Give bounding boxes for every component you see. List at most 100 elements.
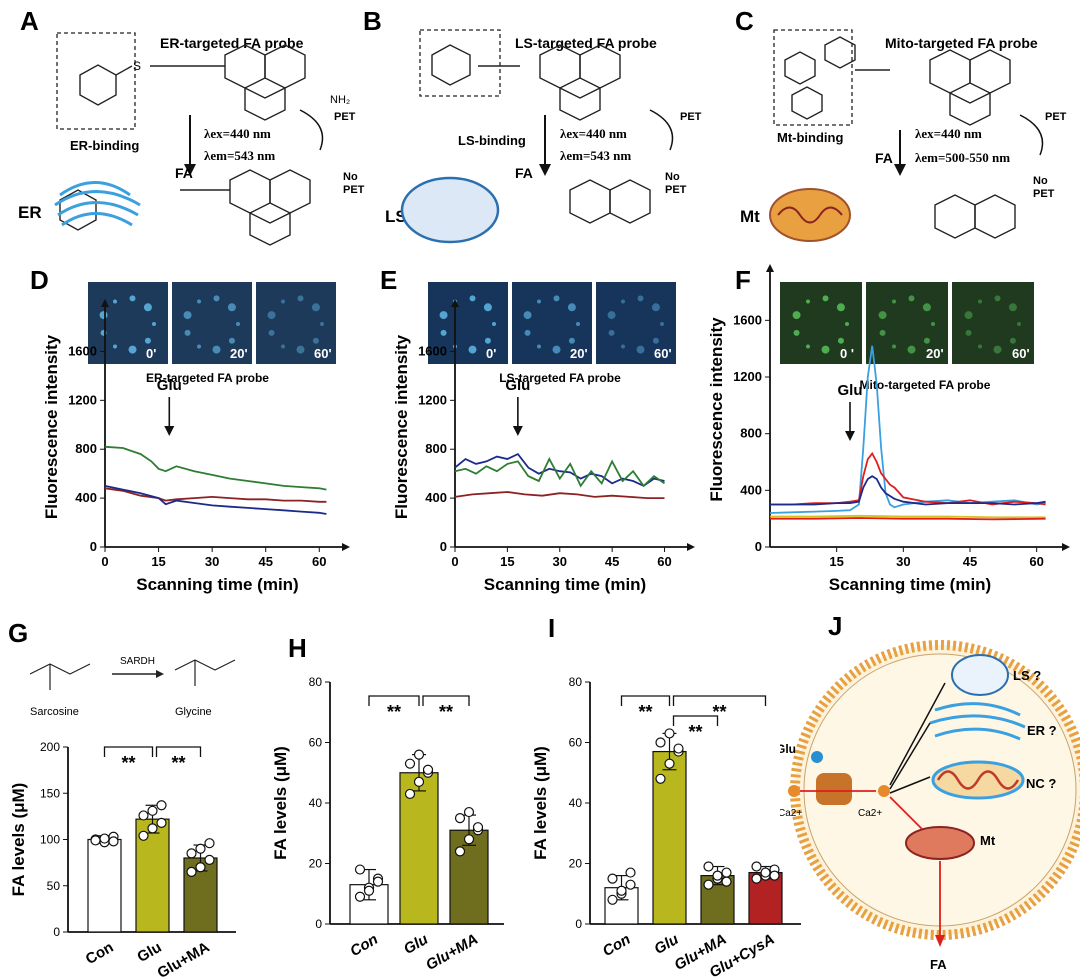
- category-label: Glu: [401, 931, 431, 958]
- category-label: Glu: [134, 939, 164, 966]
- binding-label-c: Mt-binding: [777, 130, 843, 145]
- fluorescent-spot: [197, 344, 201, 349]
- data-point: [664, 728, 675, 739]
- product-label: Glycine: [175, 706, 212, 718]
- x-tick-label: 60: [1029, 554, 1043, 569]
- data-point: [703, 861, 714, 872]
- data-point: [363, 885, 375, 896]
- fluorescent-spot: [311, 303, 320, 312]
- arrowhead-b: [539, 164, 551, 176]
- x-tick-label: 60: [312, 554, 326, 569]
- ca-out-label: Ca2+: [780, 808, 802, 819]
- probe-schemes: A ER-targeted FA probe S NH₂ ER-binding …: [18, 6, 1067, 246]
- lysosome-icon-j: [951, 654, 1009, 696]
- x-axis-label: Scanning time (min): [484, 575, 646, 594]
- fluorescent-spot: [931, 322, 935, 326]
- significance-bracket: [620, 695, 671, 706]
- fa-label-b: FA: [515, 165, 533, 181]
- data-point: [186, 866, 197, 877]
- cristae-icon: [777, 206, 843, 224]
- y-tick-label: 1200: [418, 392, 447, 407]
- fluorescent-spot: [878, 311, 887, 320]
- x-tick-label: 0: [101, 554, 108, 569]
- significance-label: **: [439, 702, 453, 722]
- y-tick-label: 400: [75, 490, 97, 505]
- series-line-yellow: [770, 514, 1046, 519]
- data-point: [422, 764, 434, 775]
- fluorescent-spot: [993, 345, 1002, 354]
- timepoint-label: 60': [654, 346, 672, 361]
- fluorescent-spot: [660, 322, 664, 326]
- fluorescent-spot: [320, 322, 324, 326]
- significance-label: **: [688, 722, 702, 742]
- scheme-c: C Mito-targeted FA probe Mt-binding FA λ…: [735, 6, 1067, 242]
- x-tick-label: 30: [205, 554, 219, 569]
- red-arrows: [800, 790, 941, 941]
- glu-arrowhead: [164, 426, 175, 436]
- data-point: [147, 823, 158, 834]
- significance-bracket: [672, 715, 719, 726]
- data-point: [769, 870, 780, 881]
- panel-letter-i: I: [548, 613, 555, 643]
- significance-bracket: [672, 695, 767, 706]
- timepoint-label: 60': [1012, 346, 1030, 361]
- line-chart-f: F 0 ' 20' 60' Mito-targeted FA probe 15 30 45 60…: [707, 264, 1070, 594]
- calcium-ion-out: [788, 785, 800, 797]
- bar-glu: [399, 772, 439, 925]
- y-axis-label: FA levels (μM): [271, 746, 290, 860]
- glu-label: Glu: [780, 742, 796, 756]
- fluorescent-spot: [440, 329, 447, 336]
- y-axis-label: Fluorescence intensity: [42, 334, 61, 519]
- timepoint-label: 0 ': [840, 346, 854, 361]
- lambda-ex-b: λex=440 nm: [560, 126, 627, 141]
- x-axis-arrowhead: [342, 543, 350, 551]
- significance-bracket: [155, 746, 202, 757]
- glu-arrowhead: [512, 426, 523, 436]
- data-point: [413, 749, 425, 760]
- binding-label-a: ER-binding: [70, 138, 139, 153]
- lambda-em-a: λem=543 nm: [204, 148, 275, 163]
- x-tick-label: 15: [829, 554, 843, 569]
- data-point: [354, 891, 366, 902]
- pet-label-b: PET: [680, 111, 702, 123]
- fluorescent-spot: [978, 344, 982, 349]
- panel-letter-g: G: [8, 618, 28, 648]
- nopet-label-b-2: PET: [665, 184, 687, 196]
- data-point: [354, 864, 366, 875]
- ca-in-label: Ca2+: [858, 808, 882, 819]
- binding-label-b: LS-binding: [458, 133, 526, 148]
- fluorescent-spot: [806, 299, 810, 304]
- fluorescent-spot: [978, 299, 982, 304]
- glu-arrowhead: [845, 431, 855, 441]
- fluorescent-spot: [212, 345, 221, 354]
- data-point: [607, 894, 618, 905]
- y-tick-label: 20: [309, 857, 323, 871]
- lambda-ex-a: λex=440 nm: [204, 126, 271, 141]
- glu-annotation: Glu: [157, 377, 182, 394]
- series-line-green: [454, 457, 666, 488]
- fluorescent-spot: [821, 345, 830, 354]
- pet-arrow-b: [649, 109, 674, 151]
- data-point: [413, 776, 425, 787]
- nopet-label-b-1: No: [665, 171, 680, 183]
- data-point: [673, 743, 684, 754]
- er-label: ER ?: [1027, 723, 1057, 738]
- panel-letter-d: D: [30, 265, 49, 295]
- data-point: [751, 873, 762, 884]
- fluorescent-spot: [1008, 303, 1017, 312]
- fluorescent-spot: [183, 311, 192, 320]
- data-point: [625, 879, 636, 890]
- y-tick-label: 800: [425, 441, 447, 456]
- bar-glu: [652, 750, 687, 925]
- y-axis-label: Fluorescence intensity: [392, 334, 411, 519]
- x-tick-label: 30: [553, 554, 567, 569]
- y-tick-label: 800: [75, 441, 97, 456]
- significance-label: **: [121, 753, 135, 773]
- chart-title: ER-targeted FA probe: [146, 371, 269, 385]
- fluorescent-spot: [99, 311, 108, 320]
- fluorescent-spot: [113, 299, 117, 304]
- data-point: [195, 843, 206, 854]
- fluorescent-spot: [568, 337, 575, 344]
- fluorescent-spot: [228, 337, 235, 344]
